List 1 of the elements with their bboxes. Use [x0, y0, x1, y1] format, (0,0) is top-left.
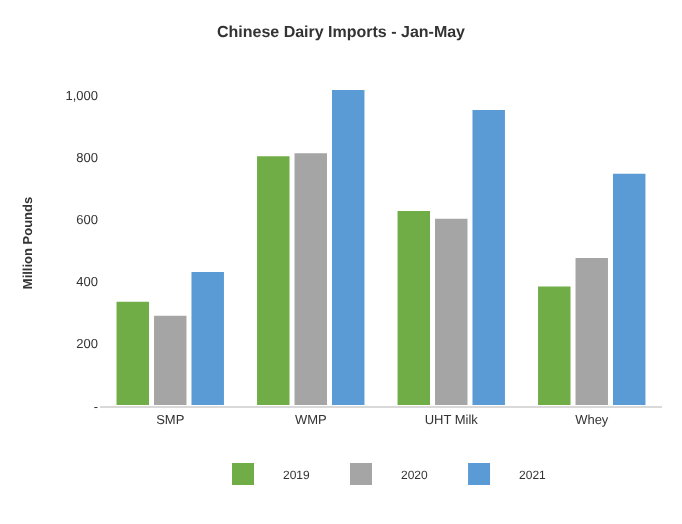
chart-title: Chinese Dairy Imports - Jan-May: [216, 23, 467, 42]
